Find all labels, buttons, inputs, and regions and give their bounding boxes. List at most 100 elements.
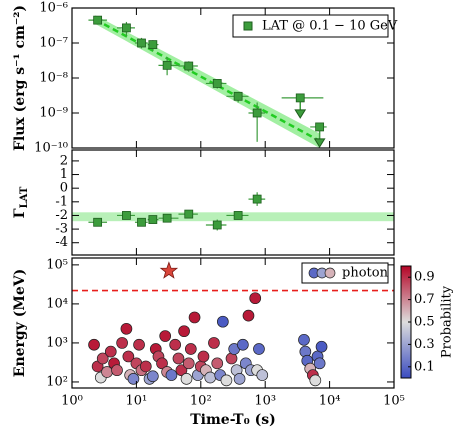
- photon: [156, 357, 168, 370]
- band: [72, 212, 394, 222]
- plot-area: [72, 261, 394, 387]
- x-tick-label: 10³: [254, 394, 276, 409]
- photon: [120, 322, 133, 335]
- photon: [180, 373, 193, 385]
- colorbar-label: Probability: [440, 285, 455, 358]
- photon: [188, 311, 201, 324]
- y-tick-label: 10⁵: [46, 257, 68, 272]
- y-tick-label: 10⁻⁶: [39, 1, 68, 16]
- y-tick-label: 10⁻⁸: [39, 71, 68, 86]
- marker: [122, 23, 131, 33]
- legend-label: LAT @ 0.1 − 10 GeV: [262, 19, 398, 34]
- plot-area: [88, 15, 327, 148]
- frame: [71, 149, 395, 256]
- frame: [71, 257, 395, 389]
- plot-area: [72, 192, 394, 231]
- marker: [252, 108, 262, 118]
- y-tick-label: 10⁻⁷: [39, 36, 68, 51]
- y-tick-label: 10⁻⁹: [39, 106, 68, 121]
- marker: [137, 38, 146, 48]
- marker: [162, 60, 172, 70]
- marker: [233, 91, 243, 101]
- legend-label: photon: [342, 266, 389, 281]
- photon: [253, 343, 265, 355]
- y-tick-label: 10³: [46, 335, 68, 350]
- photon: [309, 374, 322, 387]
- panel: 10² 10³ 10⁴ 10⁵ 10⁰ 10¹ 10² 10³ 10⁴ 10⁵ Energy (Me…: [12, 257, 455, 428]
- photon: [182, 357, 195, 370]
- marker: [148, 215, 158, 224]
- y-tick-label: 10²: [46, 374, 68, 389]
- photon: [122, 350, 135, 363]
- photon: [184, 343, 197, 355]
- photon: [298, 333, 310, 346]
- y-axis-label-sub: LAT: [19, 186, 30, 208]
- y-axis-label: Flux (erg s⁻¹ cm⁻²): [12, 5, 28, 151]
- photon: [127, 373, 140, 385]
- marker: [137, 217, 146, 227]
- legend-marker: [324, 267, 336, 279]
- marker: [184, 61, 194, 71]
- x-tick-label: 10⁴: [319, 394, 341, 409]
- photon: [139, 360, 152, 373]
- legend-box: [232, 14, 389, 38]
- y-tick-label: 0: [60, 181, 68, 196]
- marker: [162, 213, 172, 223]
- photon: [313, 357, 326, 370]
- marker: [93, 217, 103, 227]
- y-tick-label: -2: [55, 208, 68, 223]
- upper-limit-head: [313, 138, 326, 148]
- photon: [88, 338, 100, 351]
- x-tick-label: 10¹: [126, 394, 148, 409]
- photon: [169, 338, 182, 351]
- x-tick-label: 10⁵: [383, 394, 405, 409]
- photon: [249, 292, 262, 305]
- y-tick-label: 2: [60, 153, 68, 168]
- photon: [211, 357, 224, 370]
- colorbar-tick-label: 0.3: [414, 337, 435, 352]
- marker: [184, 209, 194, 219]
- colorbar-tick-label: 0.7: [414, 292, 435, 307]
- y-tick-label: 1: [60, 167, 68, 182]
- marker: [93, 15, 103, 25]
- photon: [217, 315, 229, 328]
- photon: [111, 364, 123, 377]
- y-axis-label: Energy (MeV): [12, 269, 28, 377]
- colorbar-tick-label: 0.9: [414, 270, 435, 285]
- photon: [233, 373, 246, 385]
- photon: [220, 374, 233, 387]
- photon: [315, 340, 328, 353]
- marker: [295, 93, 305, 103]
- marker: [212, 220, 222, 230]
- photon: [204, 371, 217, 384]
- fit-line: [94, 18, 321, 142]
- x-axis-label: Time-T₀ (s): [190, 412, 276, 428]
- photon: [159, 330, 172, 342]
- colorbar-tick-label: 0.1: [414, 359, 435, 374]
- photon: [104, 345, 117, 358]
- panel: 210-1-2-3-4 ΓLAT: [12, 149, 395, 256]
- photon: [172, 352, 185, 365]
- marker: [122, 211, 131, 220]
- upper-limit-head: [294, 109, 307, 119]
- photon: [133, 338, 145, 351]
- photon: [175, 364, 188, 377]
- photon: [116, 337, 128, 349]
- marker: [315, 122, 325, 132]
- y-axis-label-text: Γ: [12, 208, 28, 218]
- legend-marker: [243, 21, 253, 31]
- photon: [242, 309, 255, 322]
- marker: [148, 40, 158, 50]
- y-axis-label-text: Flux (erg s⁻¹ cm⁻²): [12, 5, 28, 151]
- photon: [237, 338, 249, 351]
- star: [159, 261, 179, 279]
- photon: [256, 369, 269, 381]
- panel: 10⁻¹⁰ 10⁻⁹ 10⁻⁸ 10⁻⁷ 10⁻⁶ Flux (erg s⁻¹ cm⁻²)…: [12, 1, 398, 156]
- y-tick-label: -1: [55, 194, 68, 209]
- photon: [178, 325, 190, 338]
- photon: [165, 369, 178, 381]
- y-tick-label: -4: [55, 235, 68, 250]
- photon: [197, 350, 210, 363]
- marker: [212, 79, 222, 88]
